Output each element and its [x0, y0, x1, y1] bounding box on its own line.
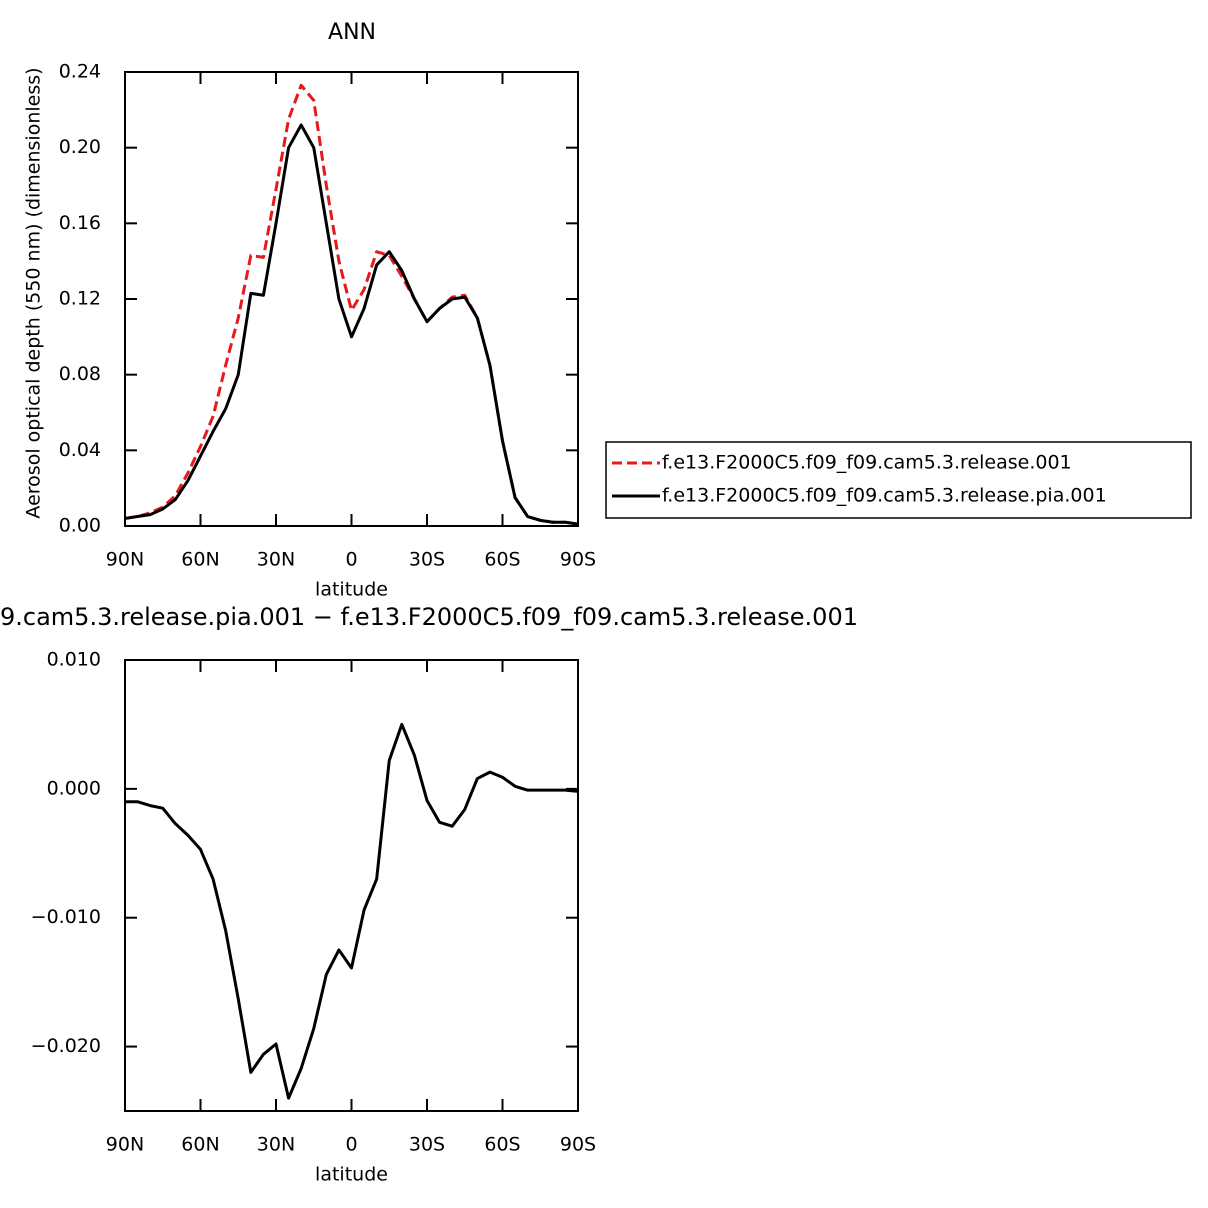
x-tick-label: 90N: [106, 1134, 144, 1156]
legend-label: f.e13.F2000C5.f09_f09.cam5.3.release.pia…: [662, 485, 1107, 507]
x-tick-label: 60S: [484, 1134, 520, 1156]
y-tick-label: 0.12: [59, 288, 101, 310]
plot-frame: [124, 659, 579, 1112]
y-tick-label: 0.24: [59, 61, 101, 83]
y-tick-label: 0.010: [47, 649, 101, 671]
x-axis-label: latitude: [315, 1164, 388, 1186]
plot-frame: [124, 71, 579, 527]
legend-box: [605, 441, 1192, 519]
series-line: [124, 123, 579, 526]
x-axis-label: latitude: [315, 579, 388, 601]
y-tick-label: −0.010: [31, 906, 101, 928]
x-tick-label: 0: [345, 1134, 357, 1156]
y-tick-label: 0.000: [47, 777, 101, 799]
x-tick-label: 30S: [409, 549, 445, 571]
y-tick-label: 0.00: [59, 515, 101, 537]
y-tick-label: 0.08: [59, 363, 101, 385]
y-axis-label: Aerosol optical depth (550 nm) (dimensio…: [23, 67, 45, 518]
x-tick-label: 90S: [560, 549, 596, 571]
x-tick-label: 30N: [257, 549, 295, 571]
y-tick-label: 0.16: [59, 212, 101, 234]
y-tick-label: −0.020: [31, 1035, 101, 1057]
x-tick-label: 30N: [257, 1134, 295, 1156]
chart-title: ANN: [328, 20, 376, 45]
series-line: [124, 83, 579, 526]
x-tick-label: 60N: [181, 549, 219, 571]
y-tick-label: 0.04: [59, 439, 101, 461]
x-tick-label: 0: [345, 549, 357, 571]
chart-title: 9.cam5.3.release.pia.001 − f.e13.F2000C5…: [0, 603, 858, 631]
x-tick-label: 90N: [106, 549, 144, 571]
series-line: [125, 722, 579, 1100]
x-tick-label: 90S: [560, 1134, 596, 1156]
x-tick-label: 30S: [409, 1134, 445, 1156]
y-tick-label: 0.20: [59, 136, 101, 158]
x-tick-label: 60S: [484, 549, 520, 571]
legend-label: f.e13.F2000C5.f09_f09.cam5.3.release.001: [662, 452, 1072, 474]
x-tick-label: 60N: [181, 1134, 219, 1156]
